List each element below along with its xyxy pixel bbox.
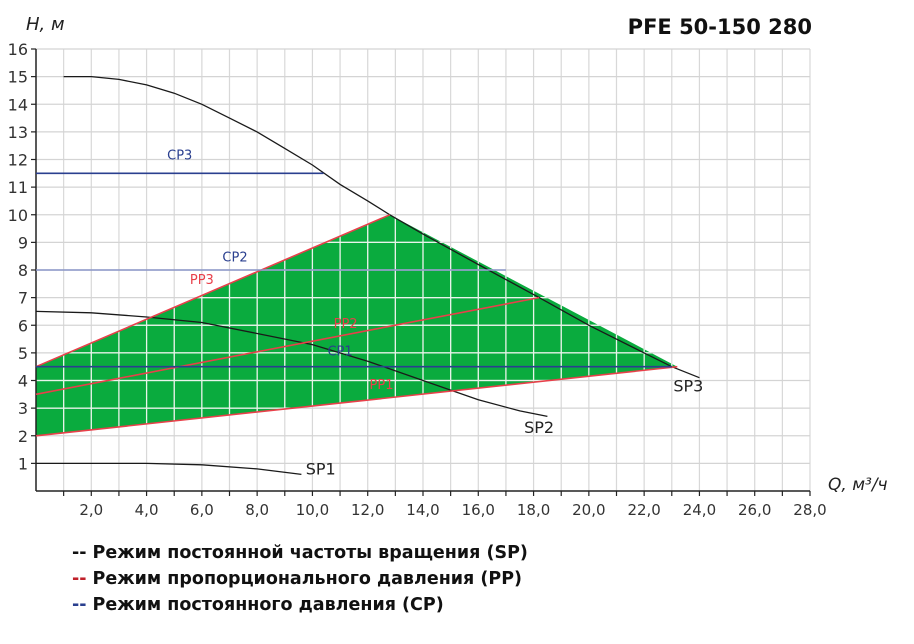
label-sp1: SP1 [306, 459, 336, 478]
x-tick-label: 4,0 [135, 501, 159, 519]
label-cp2: CP2 [222, 251, 247, 266]
legend-label: Режим постоянной частоты вращения (SP) [92, 543, 528, 563]
x-tick-label: 22,0 [627, 501, 660, 519]
chart-title: PFE 50-150 280 [628, 15, 812, 39]
y-tick-label: 4 [18, 372, 28, 391]
series-pp1 [35, 365, 678, 437]
x-axis-label: Q, м³/ч [828, 475, 888, 495]
series-sp3 [63, 75, 700, 379]
y-tick-label: 9 [18, 233, 28, 252]
series-pp2 [35, 296, 540, 396]
y-tick-label: 6 [18, 316, 28, 335]
legend-dash: -- [72, 543, 87, 563]
x-tick-label: 6,0 [190, 501, 214, 519]
legend-dash: -- [72, 595, 87, 615]
x-tick-label: 24,0 [683, 501, 716, 519]
x-tick-label: 16,0 [462, 501, 495, 519]
y-tick-label: 16 [8, 40, 28, 59]
series-pp3 [35, 214, 391, 368]
legend-item-pp: -- Режим пропорционального давления (PP) [72, 566, 528, 592]
y-tick-label: 7 [18, 289, 28, 308]
y-axis-label: H, м [26, 14, 65, 35]
legend-label: Режим постоянного давления (CP) [92, 595, 444, 615]
x-tick-label: 8,0 [245, 501, 269, 519]
y-tick-label: 13 [8, 123, 28, 142]
y-tick-label: 5 [18, 344, 28, 363]
legend-item-cp: -- Режим постоянного давления (CP) [72, 592, 528, 618]
y-tick-label: 12 [8, 151, 28, 170]
series-sp2 [35, 310, 548, 418]
y-tick-label: 8 [18, 261, 28, 280]
label-pp3: PP3 [190, 273, 214, 288]
legend-label: Режим пропорционального давления (PP) [92, 569, 523, 589]
y-tick-label: 15 [8, 68, 28, 87]
y-tick-label: 11 [8, 178, 28, 197]
series-sp1 [36, 462, 302, 476]
legend-item-sp: -- Режим постоянной частоты вращения (SP) [72, 540, 528, 566]
x-tick-label: 2,0 [79, 501, 103, 519]
label-pp1: PP1 [370, 378, 394, 393]
y-tick-label: 1 [18, 454, 28, 473]
label-pp2: PP2 [334, 317, 358, 332]
x-tick-label: 26,0 [738, 501, 771, 519]
x-tick-label: 18,0 [517, 501, 550, 519]
y-tick-label: 14 [8, 95, 28, 114]
legend: -- Режим постоянной частоты вращения (SP)… [72, 540, 528, 618]
label-sp3: SP3 [673, 377, 703, 396]
x-tick-label: 12,0 [351, 501, 384, 519]
y-tick-label: 3 [18, 399, 28, 418]
label-cp1: CP1 [327, 345, 352, 360]
x-tick-label: 20,0 [572, 501, 605, 519]
x-tick-label: 28,0 [793, 501, 826, 519]
y-tick-label: 10 [8, 206, 28, 225]
x-tick-label: 14,0 [406, 501, 439, 519]
x-tick-label: 10,0 [296, 501, 329, 519]
y-tick-label: 2 [18, 427, 28, 446]
label-sp2: SP2 [524, 418, 554, 437]
legend-dash: -- [72, 569, 87, 589]
label-cp3: CP3 [167, 149, 192, 164]
